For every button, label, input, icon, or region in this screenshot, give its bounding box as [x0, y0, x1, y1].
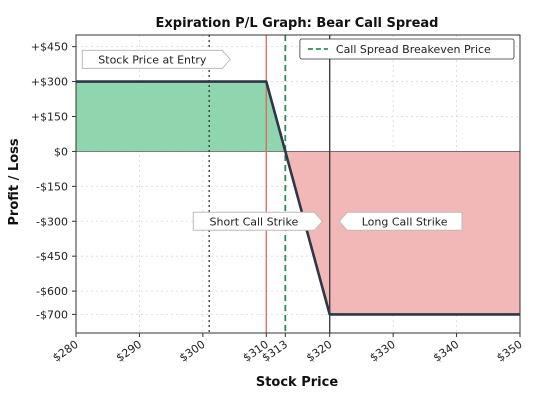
legend-box — [299, 38, 515, 60]
entry-price-annotation-box — [81, 49, 231, 69]
x-tick-label-5: $320 — [304, 338, 334, 365]
x-tick-label-2: $300 — [177, 338, 207, 365]
x-tick-label-6: $330 — [367, 338, 397, 365]
profit-region — [76, 81, 286, 152]
x-tick-label-1: $290 — [114, 338, 144, 365]
x-tick-label-8: $350 — [494, 338, 524, 365]
plot-frame — [75, 34, 521, 334]
y-tick-label-6: -$450 — [36, 250, 68, 263]
y-tick-label-3: $0 — [54, 145, 68, 158]
y-tick-label-5: -$300 — [36, 215, 68, 228]
y-tick-label-8: -$700 — [36, 308, 68, 321]
pl-line — [76, 80, 520, 316]
plot-area: +$450 +$300 +$150 $0 -$150 -$300 -$450 -$600 -$7… — [31, 34, 525, 365]
short-strike-annotation-text: Short Call Strike — [210, 215, 299, 228]
y-tick-label-7: -$600 — [36, 285, 68, 298]
long-strike-annotation-box — [338, 211, 463, 231]
chart-title: Expiration P/L Graph: Bear Call Spread — [156, 16, 439, 31]
x-axis-label: Stock Price — [256, 375, 338, 390]
y-tick-label-0: +$450 — [31, 41, 68, 54]
x-tick-label-7: $340 — [431, 338, 461, 365]
loss-region — [285, 151, 520, 315]
short-strike-annotation-box — [192, 211, 324, 231]
entry-price-annotation-text: Stock Price at Entry — [98, 53, 207, 66]
y-tick-label-1: +$300 — [31, 76, 68, 89]
x-tick-label-0: $280 — [50, 338, 80, 365]
y-axis-label: Profit / Loss — [7, 138, 22, 225]
long-strike-annotation-text: Long Call Strike — [362, 215, 448, 228]
y-tick-label-2: +$150 — [31, 110, 68, 123]
legend-label-breakeven: Call Spread Breakeven Price — [336, 43, 491, 56]
y-tick-label-4: -$150 — [36, 180, 68, 193]
